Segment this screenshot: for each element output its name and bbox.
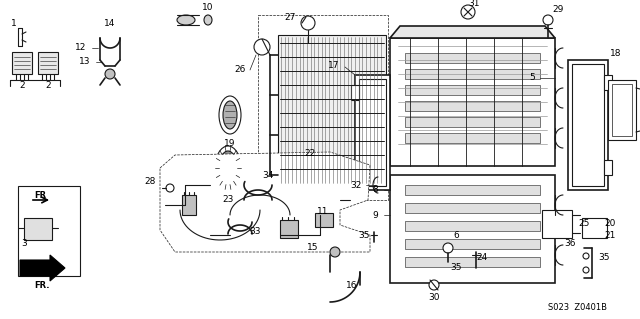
Bar: [355, 75, 390, 190]
Text: 23: 23: [222, 196, 234, 204]
Text: 29: 29: [552, 5, 564, 14]
Bar: [604, 75, 612, 90]
Text: 13: 13: [79, 57, 90, 66]
Bar: [315, 213, 333, 227]
Polygon shape: [390, 38, 555, 166]
Text: 9: 9: [372, 211, 378, 219]
Text: 10: 10: [202, 4, 214, 12]
Ellipse shape: [177, 15, 195, 25]
Text: 35: 35: [598, 254, 610, 263]
Text: 2: 2: [19, 80, 25, 90]
Circle shape: [443, 243, 453, 253]
Circle shape: [461, 5, 475, 19]
Bar: [405, 239, 540, 249]
Text: 15: 15: [307, 243, 318, 253]
Polygon shape: [390, 26, 555, 38]
Text: S023  Z0401B: S023 Z0401B: [548, 303, 607, 313]
Text: 1: 1: [11, 19, 17, 28]
Text: 35: 35: [358, 231, 370, 240]
Text: 30: 30: [428, 293, 440, 301]
Bar: [405, 257, 540, 267]
Bar: [542, 210, 572, 238]
Text: 24: 24: [476, 254, 488, 263]
Circle shape: [301, 16, 315, 30]
Bar: [405, 185, 540, 195]
Text: 6: 6: [453, 231, 459, 240]
Bar: [280, 220, 298, 238]
Text: 3: 3: [21, 239, 27, 248]
Text: 17: 17: [328, 61, 339, 70]
Text: FR: FR: [34, 190, 46, 199]
Bar: [612, 84, 632, 136]
Text: FR.: FR.: [35, 280, 50, 290]
Text: 19: 19: [224, 138, 236, 147]
Bar: [405, 69, 540, 79]
Circle shape: [543, 15, 553, 25]
Ellipse shape: [204, 15, 212, 25]
Bar: [405, 101, 540, 111]
Bar: [351, 85, 359, 100]
Ellipse shape: [219, 151, 237, 185]
Polygon shape: [20, 255, 65, 281]
Text: 27: 27: [285, 12, 296, 21]
Text: 20: 20: [604, 219, 616, 227]
Circle shape: [429, 280, 439, 290]
Text: 8: 8: [372, 186, 378, 195]
Circle shape: [583, 253, 589, 259]
Text: 36: 36: [564, 239, 576, 248]
Text: 16: 16: [346, 280, 358, 290]
Text: 12: 12: [75, 43, 86, 53]
Ellipse shape: [219, 96, 241, 134]
Text: 35: 35: [451, 263, 461, 272]
Text: 18: 18: [611, 49, 621, 58]
Text: 22: 22: [305, 150, 316, 159]
Polygon shape: [390, 175, 555, 283]
Ellipse shape: [215, 146, 241, 190]
Text: 28: 28: [145, 177, 156, 187]
Bar: [405, 221, 540, 231]
Bar: [582, 218, 607, 238]
Bar: [405, 133, 540, 143]
Text: 2: 2: [45, 80, 51, 90]
Text: 34: 34: [262, 170, 274, 180]
Text: 25: 25: [579, 219, 589, 228]
Bar: [12, 52, 32, 74]
Text: 5: 5: [529, 73, 535, 83]
Bar: [405, 85, 540, 95]
Text: 11: 11: [317, 207, 329, 217]
Circle shape: [166, 184, 174, 192]
Bar: [568, 60, 608, 190]
Bar: [24, 218, 52, 240]
Bar: [604, 160, 612, 175]
Circle shape: [330, 247, 340, 257]
Circle shape: [254, 39, 270, 55]
Polygon shape: [258, 15, 388, 200]
Bar: [351, 165, 359, 180]
Bar: [182, 195, 196, 215]
Circle shape: [583, 267, 589, 273]
Bar: [405, 203, 540, 213]
Bar: [38, 52, 58, 74]
Text: 32: 32: [351, 181, 362, 189]
Bar: [405, 117, 540, 127]
Bar: [278, 35, 386, 185]
Text: 26: 26: [234, 65, 246, 75]
Bar: [405, 53, 540, 63]
Bar: [608, 80, 636, 140]
Circle shape: [105, 69, 115, 79]
Text: 31: 31: [468, 0, 480, 9]
Text: 33: 33: [249, 227, 260, 236]
Polygon shape: [160, 152, 370, 252]
Text: 21: 21: [604, 232, 616, 241]
Bar: [572, 64, 604, 186]
Ellipse shape: [223, 101, 237, 129]
Bar: [359, 79, 386, 186]
Bar: [18, 186, 80, 276]
Text: 14: 14: [104, 19, 116, 28]
